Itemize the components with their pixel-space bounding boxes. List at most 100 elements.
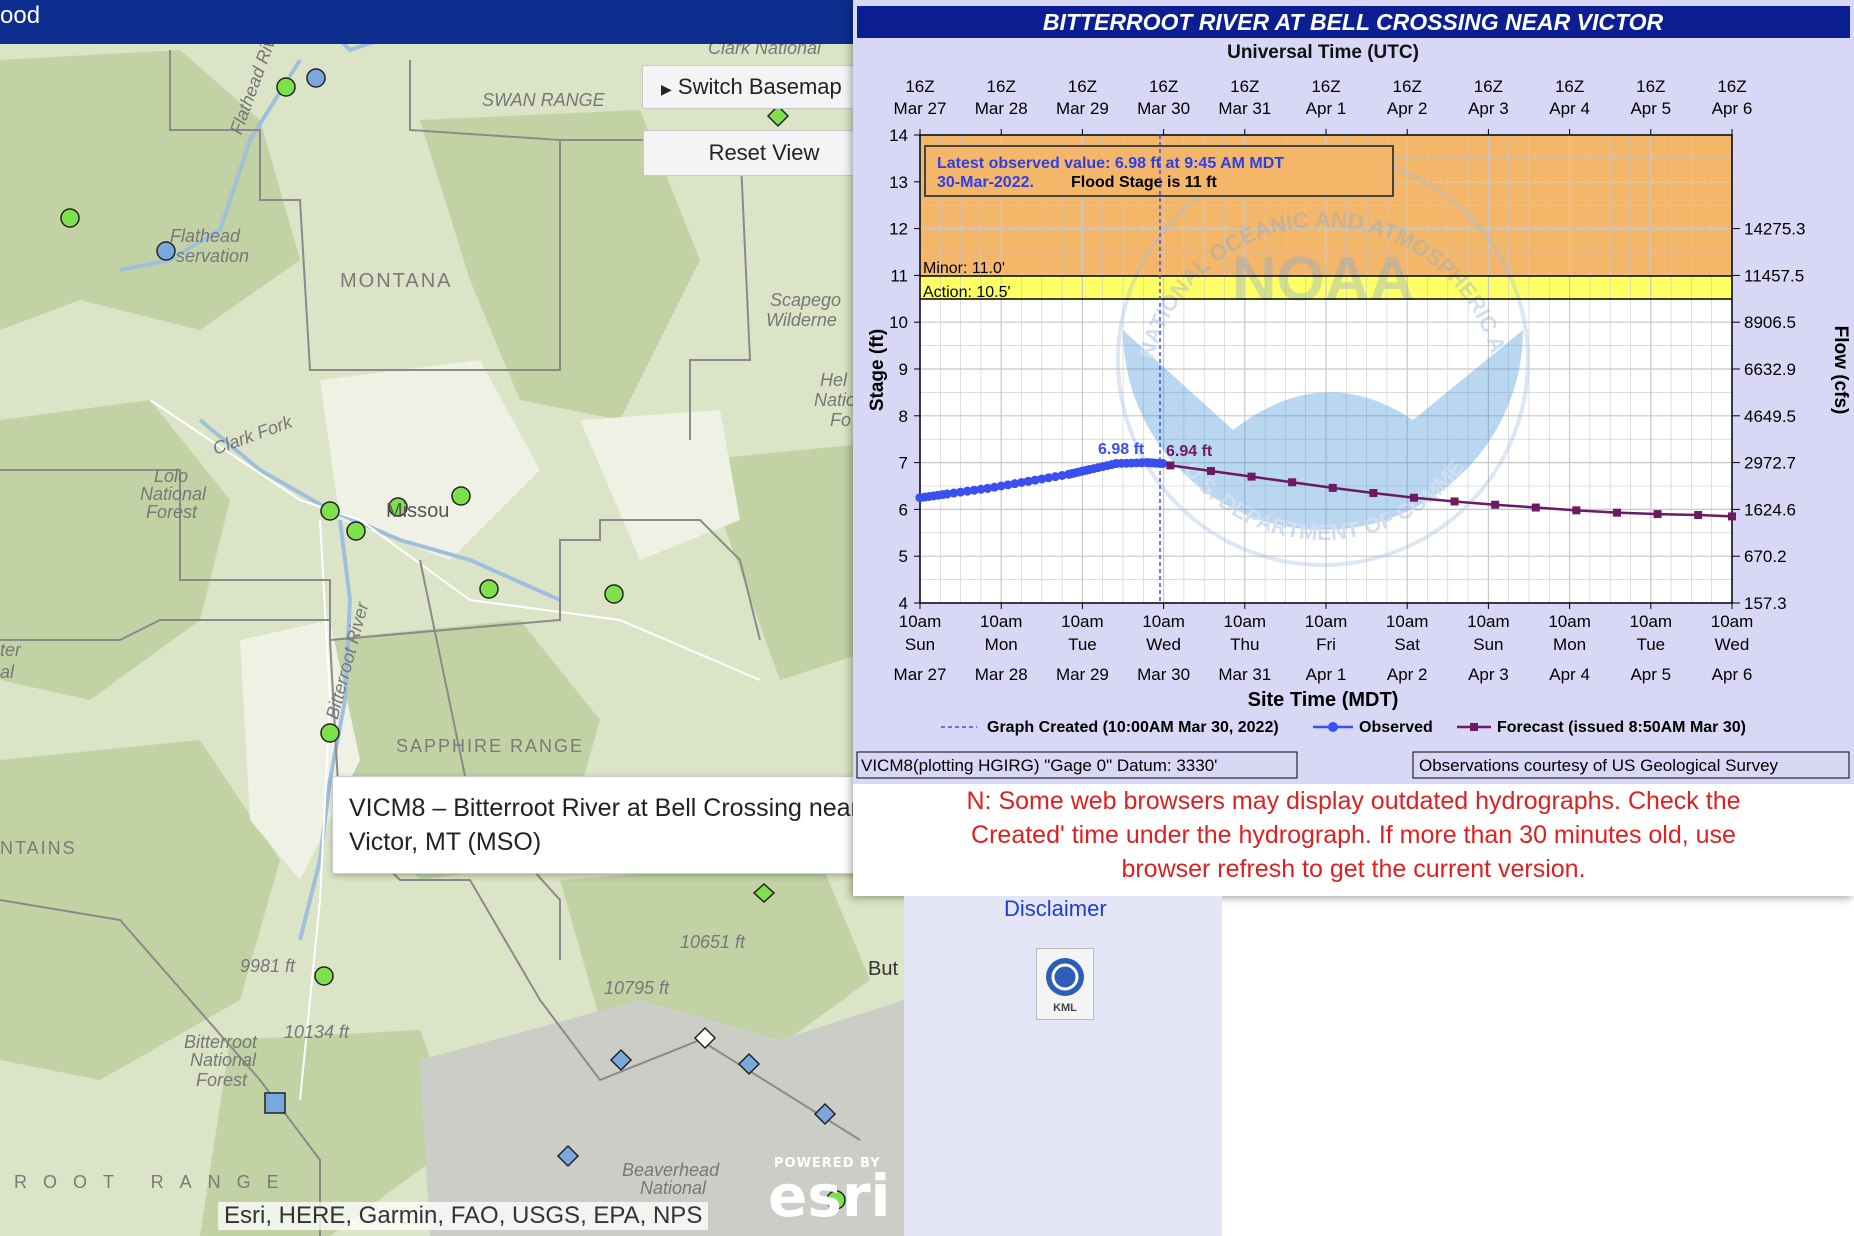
top-tick-date: Apr 1 (1306, 99, 1347, 118)
bottom-tick-time: 10am (1467, 612, 1510, 631)
right-tick-label: 6632.9 (1744, 360, 1796, 379)
app-title: ood (0, 2, 41, 29)
top-axis-ticks: 16Z Mar 27 16Z Mar 28 16Z Mar 29 16Z Mar 30 16Z M… (894, 77, 1752, 135)
observed-point (1030, 475, 1040, 485)
hydrograph-chart: BITTERROOT RIVER AT BELL CROSSING NEAR V… (844, 0, 1854, 784)
top-tick-date: Apr 4 (1549, 99, 1590, 118)
esri-logo[interactable]: POWERED BY esri (768, 1156, 891, 1230)
forecast-point (1450, 497, 1459, 506)
bottom-tick-weekday: Tue (1636, 635, 1665, 654)
bottom-axis-ticks: 10am Sun Mar 27 10am Mon Mar 28 10am Tue Mar 29 1… (894, 603, 1754, 684)
bottom-tick-weekday: Sun (1473, 635, 1503, 654)
map-label: National (140, 484, 207, 504)
map-label: Hel (820, 370, 848, 390)
bottom-tick-time: 10am (1224, 612, 1267, 631)
map-label: ter (0, 640, 22, 660)
bottom-tick-weekday: Tue (1068, 635, 1097, 654)
observed-point (1064, 469, 1074, 479)
bottom-tick-date: Mar 28 (975, 665, 1028, 684)
right-tick-label: 1624.6 (1744, 500, 1796, 519)
left-tick-label: 10 (889, 313, 908, 332)
top-tick-hour: 16Z (1149, 77, 1178, 96)
legend-created: Graph Created (10:00AM Mar 30, 2022) (987, 719, 1279, 736)
flood-stage-text: Flood Stage is 11 ft (1071, 174, 1217, 191)
observed-point (1158, 459, 1168, 469)
top-tick-hour: 16Z (1311, 77, 1340, 96)
bottom-tick-time: 10am (1548, 612, 1591, 631)
y-left-title: Stage (ft) (867, 329, 888, 411)
reset-view-button[interactable]: Reset View (643, 130, 885, 176)
observed-point (1023, 476, 1033, 486)
warning-line: browser refresh to get the current versi… (1121, 855, 1586, 883)
map-label: 9981 ft (240, 956, 296, 976)
top-axis-title: Universal Time (UTC) (1227, 42, 1419, 63)
disclaimer-link[interactable]: Disclaimer (1004, 896, 1107, 921)
chart-title: BITTERROOT RIVER AT BELL CROSSING NEAR V… (1043, 9, 1664, 35)
forecast-point (1206, 467, 1215, 476)
bottom-tick-date: Mar 29 (1056, 665, 1109, 684)
left-tick-label: 5 (899, 547, 908, 566)
legend-forecast-marker (1470, 723, 1478, 731)
observed-point (1111, 459, 1121, 469)
forecast-point (1653, 510, 1662, 519)
forecast-point (1612, 508, 1621, 517)
tooltip-line: VICM8 – Bitterroot River at Bell Crossin… (349, 794, 859, 822)
hydrograph-popup: BITTERROOT RIVER AT BELL CROSSING NEAR V… (844, 0, 1854, 896)
bottom-tick-weekday: Wed (1715, 635, 1750, 654)
app-header: ood (0, 0, 904, 44)
observed-point (1057, 470, 1067, 480)
map-label: Beaverhead (622, 1160, 720, 1180)
forecast-series (1166, 461, 1736, 521)
observed-point (949, 488, 959, 498)
top-tick-date: Mar 27 (894, 99, 947, 118)
left-tick-label: 8 (899, 407, 908, 426)
bottom-tick-time: 10am (1711, 612, 1754, 631)
map-label: MONTANA (340, 270, 453, 292)
observed-point (983, 483, 993, 493)
latest-observed-date: 30-Mar-2022. (937, 174, 1034, 191)
observed-point (989, 482, 999, 492)
bottom-tick-time: 10am (1630, 612, 1673, 631)
map-label: Flathead (170, 226, 241, 246)
left-tick-label: 14 (889, 126, 908, 145)
forecast-point (1531, 503, 1540, 512)
top-tick-hour: 16Z (905, 77, 934, 96)
lower-panel: Disclaimer KML (904, 896, 1222, 1236)
top-tick-date: Mar 28 (975, 99, 1028, 118)
left-tick-label: 6 (899, 500, 908, 519)
map-label: 10134 ft (284, 1022, 350, 1042)
observed-point (1017, 477, 1026, 487)
map-label: 10651 ft (680, 932, 746, 952)
bottom-tick-weekday: Wed (1146, 635, 1181, 654)
esri-wordmark: esri (768, 1162, 891, 1230)
warning-line: Created' time under the hydrograph. If m… (971, 821, 1736, 849)
bottom-tick-date: Apr 4 (1549, 665, 1590, 684)
top-tick-hour: 16Z (987, 77, 1016, 96)
map-label: Bitterroot (184, 1032, 258, 1052)
observed-point (956, 487, 966, 497)
basemap-terrain[interactable] (0, 0, 904, 1236)
legend-observed-marker (1328, 722, 1338, 732)
top-tick-hour: 16Z (1230, 77, 1259, 96)
chart-title-bar (857, 6, 1850, 38)
kml-download-icon[interactable]: KML (1036, 948, 1094, 1020)
top-tick-date: Apr 5 (1630, 99, 1671, 118)
forecast-point (1491, 500, 1500, 509)
map-label: SWAN RANGE (482, 90, 605, 110)
switch-basemap-button[interactable]: ▶ Switch Basemap (642, 65, 882, 109)
observed-point (1050, 472, 1060, 482)
switch-basemap-label: Switch Basemap (677, 74, 842, 99)
observed-point (996, 481, 1006, 491)
top-tick-date: Apr 2 (1387, 99, 1428, 118)
map-panel[interactable]: Clark National SWAN RANGE Flathead River… (0, 0, 904, 1236)
map-attribution: Esri, HERE, Garmin, FAO, USGS, EPA, NPS (218, 1202, 709, 1230)
top-tick-hour: 16Z (1636, 77, 1665, 96)
legend-forecast: Forecast (issued 8:50AM Mar 30) (1497, 719, 1746, 736)
forecast-point (1572, 506, 1581, 515)
map-label: Natio (814, 390, 857, 410)
forecast-point (1247, 472, 1256, 481)
top-tick-hour: 16Z (1068, 77, 1097, 96)
map-label: Forest (196, 1070, 248, 1090)
top-tick-date: Apr 3 (1468, 99, 1509, 118)
left-tick-label: 9 (899, 360, 908, 379)
